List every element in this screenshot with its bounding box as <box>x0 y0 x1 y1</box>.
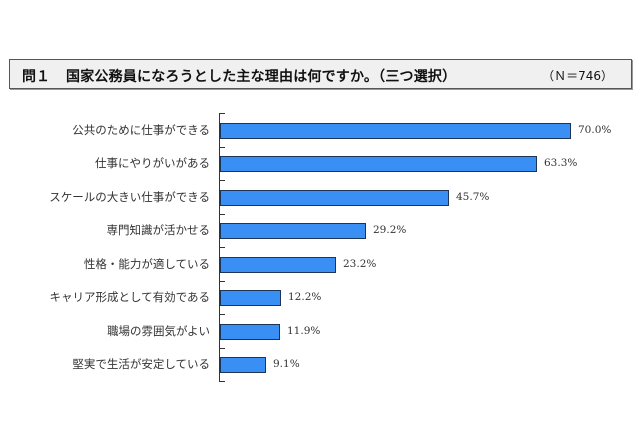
bar <box>220 190 449 206</box>
value-label: 9.1% <box>273 358 300 370</box>
axis-tick <box>219 180 225 181</box>
axis-tick <box>219 314 225 315</box>
axis-tick <box>219 214 225 215</box>
axis-tick <box>219 247 225 248</box>
value-label: 70.0% <box>578 124 612 136</box>
bar <box>220 257 336 273</box>
category-label: 堅実で生活が安定している <box>72 357 210 371</box>
bar <box>220 324 280 340</box>
category-label: 職場の雰囲気がよい <box>107 324 210 338</box>
category-label: キャリア形成として有効である <box>49 290 210 304</box>
value-label: 12.2% <box>288 291 322 303</box>
axis-tick <box>219 381 225 382</box>
axis-tick <box>219 348 225 349</box>
value-label: 29.2% <box>373 224 407 236</box>
value-label: 11.9% <box>287 325 321 337</box>
category-label: 仕事にやりがいがある <box>95 156 210 170</box>
bar <box>220 123 571 139</box>
axis-tick <box>219 113 225 114</box>
bar <box>220 223 366 239</box>
category-label: 性格・能力が適している <box>83 257 210 271</box>
axis-tick <box>219 147 225 148</box>
category-label: 公共のために仕事ができる <box>72 123 210 137</box>
sample-size: （Ｎ＝746） <box>542 69 613 83</box>
value-label: 63.3% <box>544 157 578 169</box>
value-label: 23.2% <box>343 258 377 270</box>
bar <box>220 357 266 373</box>
value-label: 45.7% <box>456 191 490 203</box>
category-label: 専門知識が活かせる <box>106 223 211 237</box>
chart-title: 国家公務員になろうとした主な理由は何ですか。（三つ選択） <box>66 69 457 85</box>
bar <box>220 290 281 306</box>
category-label: スケールの大きい仕事ができる <box>49 190 210 204</box>
question-number: 問１ <box>22 69 50 85</box>
axis-tick <box>219 281 225 282</box>
chart-title-box: 問１ 国家公務員になろうとした主な理由は何ですか。（三つ選択） （Ｎ＝746） <box>9 59 632 89</box>
bar <box>220 156 537 172</box>
